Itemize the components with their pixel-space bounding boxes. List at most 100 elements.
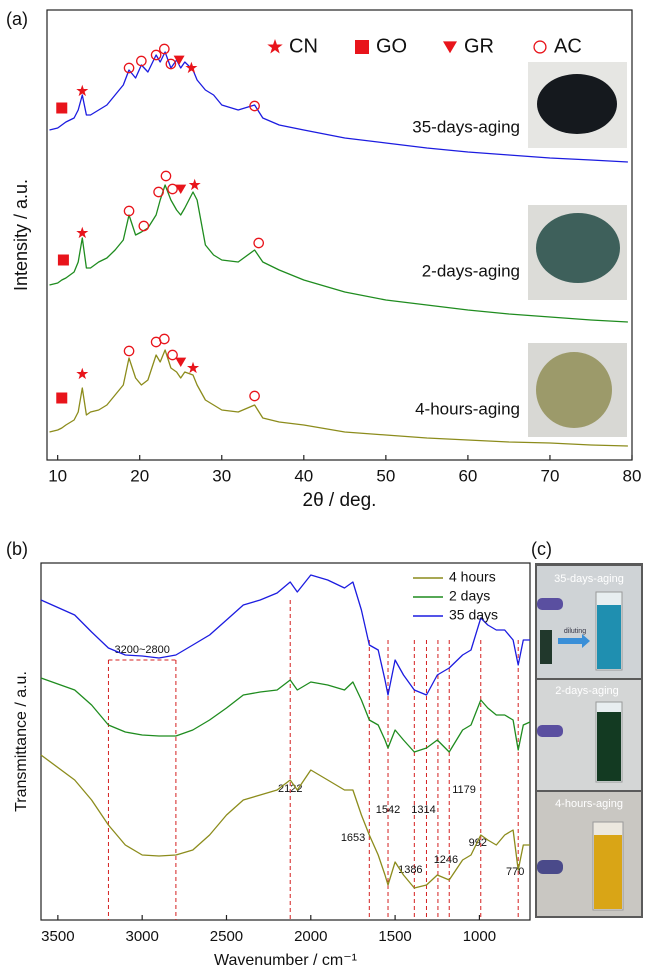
series-line [40,754,530,889]
x-tick-label: 80 [623,466,642,485]
plot-frame [40,562,531,921]
liquid-blue [597,605,621,669]
peak-label: 1179 [452,784,476,796]
peak-marker [249,100,260,112]
x-tick-label: 1000 [463,928,496,945]
pen [537,725,563,737]
legend-marker [443,41,457,54]
peak-marker [57,254,69,266]
peak-marker [153,186,164,198]
series-label: 35-days-aging [412,117,520,136]
peak-marker [167,183,178,195]
x-tick-label: 10 [48,466,67,485]
peak-label: 1246 [434,854,458,866]
powder [536,352,612,428]
x-tick-label: 2000 [294,928,327,945]
legend-marker [267,39,283,54]
x-tick-label: 3500 [41,928,74,945]
peak-marker [175,184,187,194]
legend-label: 35 days [449,607,498,623]
panel-label: (c) [531,539,552,559]
peak-marker [159,333,170,345]
peak-marker [185,61,198,74]
series-label: 2-days-aging [422,261,520,280]
legend-marker [355,40,369,54]
x-tick-label: 70 [540,466,559,485]
peak-label: 1653 [341,832,365,844]
peak-marker [76,367,89,380]
series-line [49,184,628,323]
photo-caption: 4-hours-aging [555,798,623,810]
pen [537,860,563,874]
photo-caption: 2-days-aging [555,685,619,697]
vial-photos [535,563,643,918]
pen [537,598,563,610]
peak-marker [138,220,150,232]
panel-label: (b) [6,539,28,559]
y-axis-title: Transmittance / a.u. [13,671,30,812]
peak-marker [136,55,147,67]
liquid-green [597,712,621,781]
peak-marker [56,392,68,404]
range-label: 3200~2800 [114,644,169,656]
legend-label: 4 hours [449,569,496,585]
legend-label: CN [289,35,318,57]
legend-label: AC [554,35,582,57]
x-tick-label: 3000 [125,928,158,945]
x-tick-label: 60 [458,466,477,485]
series-line [49,349,628,447]
photo-caption: diluting [564,628,586,635]
legend-marker [533,40,547,54]
peak-marker [159,43,170,55]
x-tick-label: 2500 [210,928,243,945]
photo-4-hours [537,792,641,916]
peak-marker [188,178,201,191]
peak-marker [165,58,177,70]
powder [536,213,620,283]
x-tick-label: 20 [130,466,149,485]
peak-label: 992 [469,837,487,849]
x-axis-title: Wavenumber / cm⁻¹ [214,952,357,969]
liquid-yellow [594,835,622,909]
peak-marker [160,170,172,182]
series-line [40,677,531,753]
powder [537,74,617,134]
peak-marker [167,349,178,361]
x-tick-label: 40 [294,466,313,485]
peak-label: 1542 [376,804,400,816]
legend-label: GO [376,35,407,57]
sample-photos [528,62,627,437]
x-tick-label: 50 [376,466,395,485]
x-axis-title: 2θ / deg. [303,490,377,511]
peak-marker [187,361,200,374]
peak-marker [76,226,89,239]
y-axis-title: Intensity / a.u. [11,179,31,291]
plot-frame [46,9,633,461]
peak-marker [175,357,187,367]
series-line [40,574,530,696]
photo-35-days [537,566,641,678]
peak-marker [173,55,185,65]
peak-marker [123,62,135,74]
peak-label: 1314 [411,804,435,816]
series-label: 4-hours-aging [415,399,520,418]
x-tick-label: 1500 [378,928,411,945]
peak-label: 1386 [398,864,422,876]
peak-marker [249,390,260,402]
peak-marker [150,49,162,61]
peak-label: 2122 [278,783,302,795]
peak-marker [123,345,135,357]
series-line [49,51,628,163]
panel-label: (a) [6,9,28,29]
peak-marker [123,205,135,217]
x-tick-label: 30 [212,466,231,485]
peak-label: 770 [506,866,524,878]
small-vial [540,630,552,664]
legend-label: 2 days [449,588,490,604]
arrow [558,634,590,648]
peak-marker [253,237,265,249]
peak-marker [76,84,89,97]
legend-label: GR [464,35,494,57]
